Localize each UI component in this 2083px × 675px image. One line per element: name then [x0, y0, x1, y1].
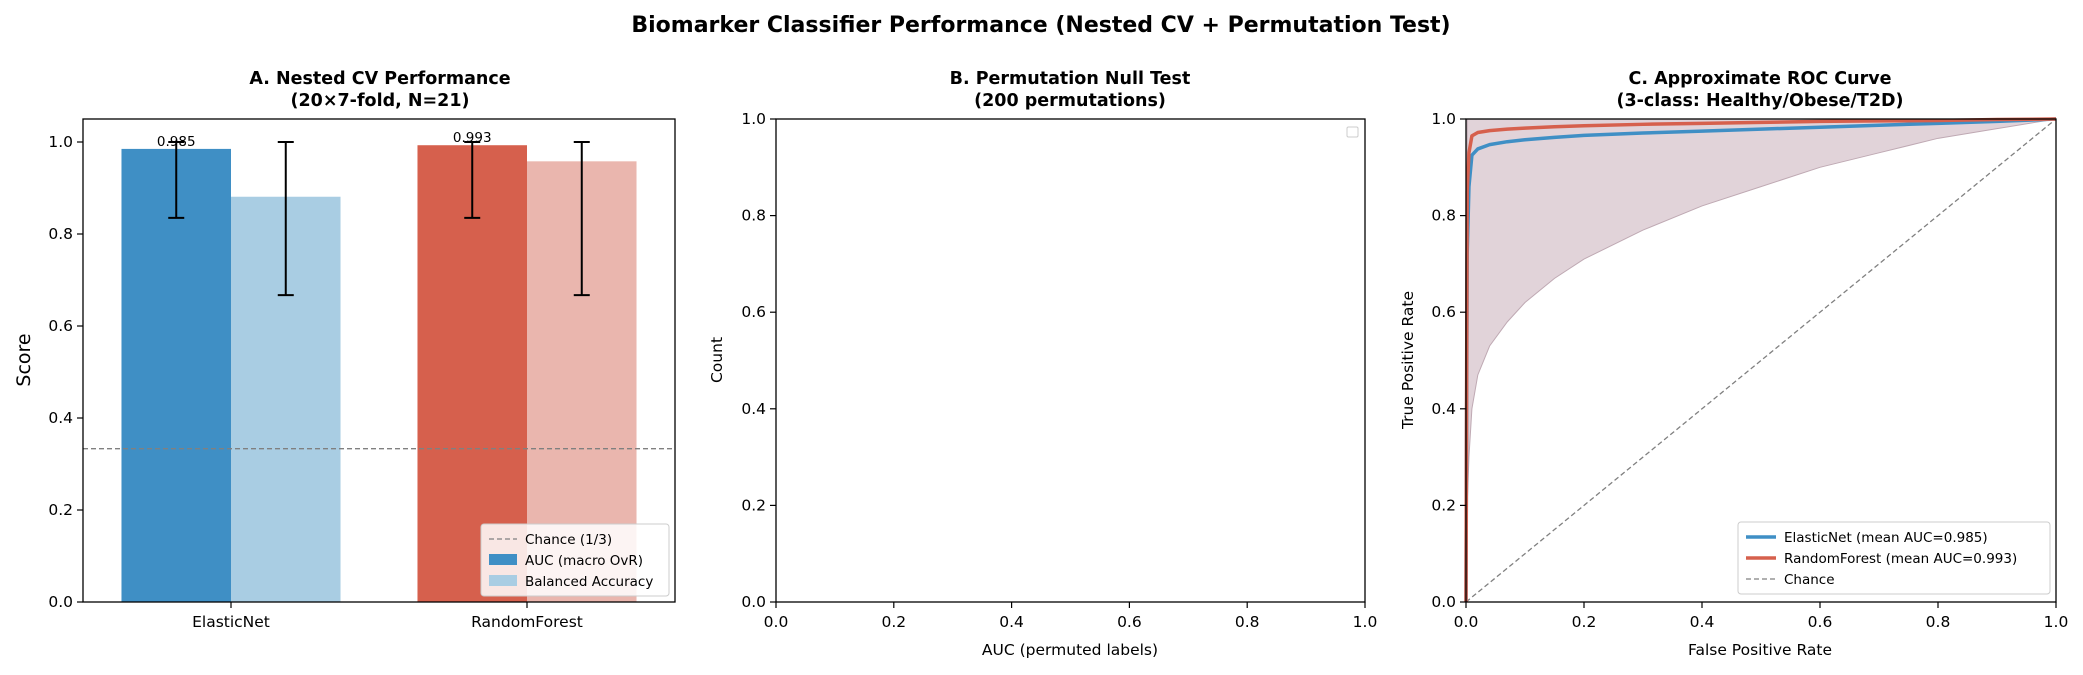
legend-label-chance: Chance (1/3) [525, 532, 612, 548]
panel-b-xtick-label: 0.8 [1235, 613, 1260, 631]
panel-a-xtick-label: ElasticNet [192, 613, 270, 631]
panel-c-ytick-label: 1.0 [1431, 110, 1456, 128]
panel-c-legend [1737, 521, 2051, 595]
panel-a-ylabel: Score [13, 333, 35, 386]
panel-a: A. Nested CV Performance (20×7-fold, N=2… [13, 69, 676, 631]
panel-c-ytick-label: 0.6 [1431, 303, 1456, 321]
panel-b-xtick-label: 0.2 [881, 613, 906, 631]
panel-b-xlabel: AUC (permuted labels) [982, 641, 1158, 659]
panel-a-ytick-label: 1.0 [48, 133, 73, 151]
panel-b-xtick-label: 0.4 [999, 613, 1024, 631]
panel-b-ytick-label: 0.6 [741, 303, 766, 321]
panel-a-title-line2: (20×7-fold, N=21) [290, 91, 469, 111]
panel-c: C. Approximate ROC Curve (3-class: Healt… [1399, 69, 2068, 659]
panel-c-ytick-label: 0.2 [1431, 496, 1456, 514]
panel-c-axes-frame [1465, 118, 2057, 603]
panel-b-title-line2: (200 permutations) [974, 91, 1166, 111]
panel-a-ytick-label: 0.8 [48, 225, 73, 243]
panel-a-ytick-label: 0.6 [48, 317, 73, 335]
panel-c-ytick-label: 0.8 [1431, 207, 1456, 225]
roc-curve-elasticnet [1464, 117, 2057, 603]
panel-c-ytick-label: 0.4 [1431, 400, 1456, 418]
panel-c-title-line2: (3-class: Healthy/Obese/T2D) [1616, 91, 1903, 111]
panel-b-ytick-label: 0.8 [741, 207, 766, 225]
panel-a-legend [480, 523, 670, 597]
panel-c-xlabel: False Positive Rate [1688, 641, 1832, 659]
panel-b-plot: 0.0 0.2 0.4 0.6 0.8 1.0 0.0 0.2 0.4 0.6 0.8 1.0 [741, 110, 1377, 631]
legend-label-randomforest: RandomForest (mean AUC=0.993) [1784, 551, 2017, 567]
panel-b-ytick-label: 0.2 [741, 496, 766, 514]
legend-swatch-auc [489, 554, 517, 565]
panel-c-plot: 0.0 0.2 0.4 0.6 0.8 1.0 0.0 0.2 0.4 0.6 0.8 1.0 Elas… [1431, 110, 2068, 631]
legend-label-balanced-accuracy: Balanced Accuracy [525, 574, 653, 590]
legend-swatch-balanced-accuracy [489, 575, 517, 586]
panel-b-title-line1: B. Permutation Null Test [950, 69, 1191, 89]
panel-c-ylabel: True Positive Rate [1399, 291, 1417, 430]
panel-b: B. Permutation Null Test (200 permutatio… [708, 69, 1377, 659]
panel-b-ytick-label: 0.0 [741, 593, 766, 611]
data-label-randomforest: 0.993 [453, 130, 492, 146]
panel-a-title-line1: A. Nested CV Performance [249, 69, 510, 89]
legend-label-auc: AUC (macro OvR) [525, 553, 643, 569]
panel-c-xtick-label: 1.0 [2044, 613, 2069, 631]
panel-b-empty-legend [1346, 126, 1359, 138]
data-label-elasticnet: 0.985 [157, 134, 196, 150]
bar-elasticnet-auc [121, 148, 231, 602]
panel-b-xtick-label: 0.0 [764, 613, 789, 631]
panel-b-xtick-label: 0.6 [1117, 613, 1142, 631]
panel-c-ytick-label: 0.0 [1431, 593, 1456, 611]
panel-a-ytick-label: 0.4 [48, 409, 73, 427]
legend-label-chance-roc: Chance [1784, 572, 1835, 588]
figure-title: Biomarker Classifier Performance (Nested… [631, 13, 1450, 38]
panel-a-xtick-label: RandomForest [471, 613, 583, 631]
panel-c-xtick-label: 0.2 [1572, 613, 1597, 631]
roc-chance-line [1465, 118, 2057, 603]
panel-a-ytick-label: 0.0 [48, 593, 73, 611]
panel-c-xtick-label: 0.0 [1454, 613, 1479, 631]
panel-b-ytick-label: 0.4 [741, 400, 766, 418]
legend-label-elasticnet: ElasticNet (mean AUC=0.985) [1784, 530, 1988, 546]
panel-c-title-line1: C. Approximate ROC Curve [1629, 69, 1892, 89]
panel-a-axes-frame [82, 118, 676, 603]
panel-c-xtick-label: 0.6 [1808, 613, 1833, 631]
panel-c-xtick-label: 0.4 [1690, 613, 1715, 631]
panel-a-plot: 0.985 0.993 0.0 0.2 0.4 0.6 0.8 1.0 ElasticNet Ra… [48, 118, 676, 631]
panel-b-ytick-label: 1.0 [741, 110, 766, 128]
panel-c-xtick-label: 0.8 [1926, 613, 1951, 631]
panel-a-ytick-label: 0.2 [48, 501, 73, 519]
panel-b-ylabel: Count [708, 337, 726, 383]
panel-b-axes-frame [775, 118, 1366, 603]
panel-b-xtick-label: 1.0 [1353, 613, 1378, 631]
roc-curve-randomforest [1464, 117, 2057, 603]
